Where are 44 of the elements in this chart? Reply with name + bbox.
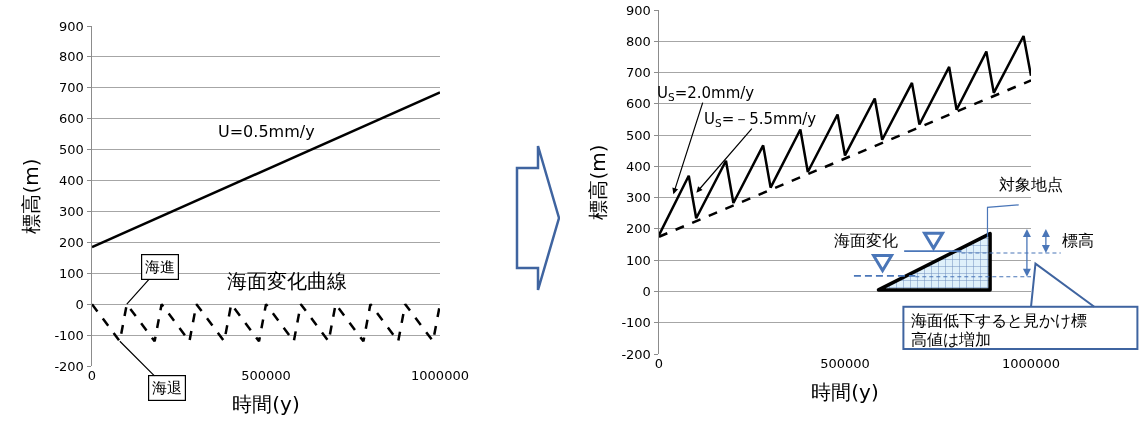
y-tick-label: 500: [59, 142, 84, 158]
x-tick-label: 500000: [241, 368, 291, 383]
annotation: 海面低下すると見かけ標高値は増加: [903, 306, 1138, 349]
y-axis-title: 標高(m): [19, 158, 44, 234]
y-tick-label: 700: [626, 65, 651, 81]
annotation: 海進: [145, 258, 176, 277]
series-label: 海面変化曲線: [227, 269, 347, 293]
x-tick-label: 0: [654, 356, 664, 371]
y-tick-label: -100: [54, 327, 84, 343]
y-tick-label: 700: [59, 80, 84, 96]
text: 標高: [1061, 230, 1094, 252]
y-tick-label: -200: [54, 358, 84, 374]
x-tick-label: 1000000: [411, 368, 469, 383]
y-tick-label: 300: [626, 190, 651, 206]
y-tick-label: 200: [626, 221, 651, 237]
annotation: U$_{S}$=2.0mm/y: [657, 84, 755, 104]
x-tick-label: 500000: [820, 356, 870, 371]
y-tick-label: 100: [626, 252, 651, 268]
y-tick-label: 600: [626, 96, 651, 112]
annotation: 海退: [152, 379, 183, 398]
y-tick-label: 0: [642, 284, 651, 299]
y-tick-label: 400: [59, 173, 84, 189]
y-tick-label: 800: [626, 33, 651, 49]
y-tick-label: 900: [626, 2, 651, 18]
y-tick-label: 0: [75, 296, 84, 312]
series-label: U=0.5mm/y: [218, 122, 315, 141]
y-tick-label: 100: [59, 265, 84, 281]
y-tick-label: 500: [626, 127, 651, 143]
y-tick-label: 400: [626, 158, 651, 174]
annotation: 海面変化: [834, 230, 899, 252]
y-tick-label: -200: [621, 346, 651, 362]
x-tick-label: 0: [87, 368, 97, 383]
y-tick-label: 600: [59, 111, 84, 127]
y-tick-label: 300: [59, 204, 84, 219]
x-axis-title: 時間(y): [232, 391, 300, 416]
y-axis-title: 標高(m): [586, 144, 611, 220]
x-axis-title: 時間(y): [811, 379, 879, 404]
y-tick-label: 200: [59, 234, 84, 250]
annotation: 対象地点: [999, 174, 1063, 196]
annotation: U$_{S}$=－5.5mm/y: [704, 110, 817, 130]
x-tick-label: 1000000: [1002, 356, 1060, 371]
y-tick-label: -100: [621, 315, 651, 331]
y-tick-label: 800: [59, 49, 84, 65]
y-tick-label: 900: [59, 18, 84, 34]
